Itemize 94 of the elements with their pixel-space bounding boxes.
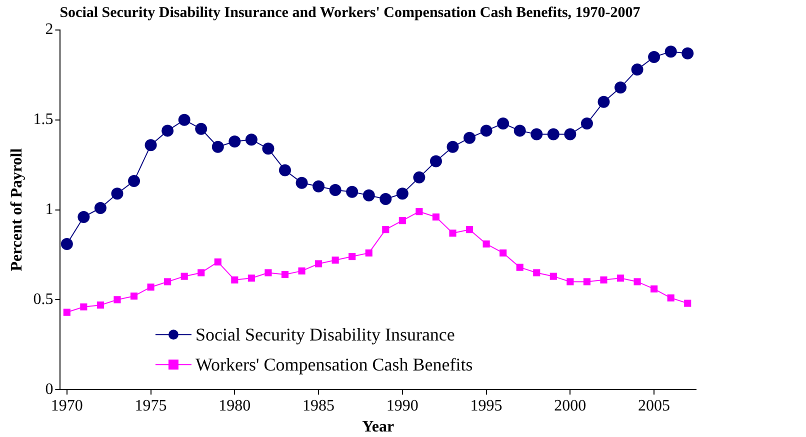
- point: [312, 180, 325, 192]
- point: [614, 82, 627, 94]
- point: [449, 230, 456, 237]
- legend-label: Social Security Disability Insurance: [195, 324, 455, 344]
- point: [212, 140, 224, 153]
- legend-label: Workers' Compensation Cash Benefits: [195, 354, 473, 374]
- point: [432, 213, 440, 221]
- point: [80, 303, 88, 310]
- x-tick-label: 2005: [638, 397, 670, 414]
- point: [634, 278, 641, 286]
- point: [466, 226, 474, 234]
- point: [180, 272, 188, 280]
- point: [94, 202, 106, 214]
- point: [648, 50, 660, 63]
- point: [566, 278, 574, 286]
- point: [430, 155, 442, 168]
- point: [380, 193, 392, 206]
- point: [195, 122, 208, 135]
- point: [398, 217, 406, 224]
- point: [598, 96, 610, 108]
- point: [114, 296, 121, 304]
- point: [332, 256, 339, 264]
- x-tick-label: 2000: [554, 397, 586, 414]
- x-tick-label: 1995: [470, 397, 502, 414]
- x-tick-label: 1980: [218, 397, 251, 414]
- point: [480, 124, 492, 137]
- point: [482, 240, 490, 248]
- point: [682, 47, 694, 60]
- point: [128, 175, 140, 188]
- x-tick-label: 1990: [386, 397, 418, 414]
- point: [396, 188, 408, 200]
- x-axis-title: Year: [362, 418, 394, 436]
- point: [198, 269, 205, 276]
- point: [281, 270, 289, 278]
- point: [547, 128, 560, 140]
- point: [264, 269, 272, 276]
- point: [346, 186, 358, 198]
- point: [228, 135, 241, 148]
- point: [530, 128, 543, 140]
- point: [164, 278, 172, 286]
- point: [231, 276, 238, 284]
- point: [664, 46, 677, 58]
- point: [348, 253, 356, 260]
- y-tick-label: 1: [45, 201, 54, 218]
- point: [500, 249, 507, 256]
- y-tick-label: 2: [45, 21, 54, 38]
- point: [362, 189, 375, 202]
- y-axis-title: Percent of Payroll: [8, 148, 26, 272]
- point: [63, 308, 70, 316]
- point: [600, 276, 608, 284]
- point: [580, 117, 593, 130]
- point: [413, 171, 426, 184]
- point: [564, 128, 576, 140]
- point: [214, 258, 222, 266]
- point: [650, 285, 658, 292]
- point: [111, 188, 124, 200]
- point: [245, 134, 258, 146]
- point: [550, 272, 557, 280]
- point: [78, 210, 90, 223]
- point: [631, 64, 644, 76]
- y-tick-label: 0: [45, 380, 54, 398]
- point: [162, 124, 174, 137]
- point: [147, 284, 154, 291]
- chart-title: Social Security Disability Insurance and Workers' Compensation Cash Benefits, 1970-2007: [60, 4, 641, 21]
- y-tick-label: 0.5: [33, 290, 54, 308]
- point: [514, 124, 526, 137]
- point: [416, 208, 423, 216]
- point: [144, 139, 157, 152]
- point: [96, 302, 104, 309]
- point: [278, 164, 291, 176]
- point: [262, 142, 274, 155]
- point: [616, 274, 624, 282]
- point: [583, 278, 590, 286]
- x-tick-label: 1975: [134, 397, 167, 414]
- point: [298, 267, 306, 274]
- point: [446, 140, 459, 153]
- point: [684, 300, 692, 307]
- x-tick-label: 1985: [302, 397, 335, 414]
- point: [248, 274, 255, 282]
- point: [516, 264, 524, 271]
- x-tick-label: 1970: [50, 397, 83, 414]
- point: [315, 260, 322, 268]
- point: [464, 132, 476, 144]
- point: [130, 292, 138, 300]
- point: [365, 249, 372, 256]
- point: [497, 117, 510, 130]
- point: [178, 114, 190, 126]
- point: [382, 226, 390, 234]
- point: [667, 294, 674, 302]
- point: [533, 269, 540, 276]
- point: [296, 176, 308, 189]
- point: [329, 184, 342, 196]
- y-tick-label: 1.5: [33, 111, 54, 128]
- point: [60, 238, 73, 250]
